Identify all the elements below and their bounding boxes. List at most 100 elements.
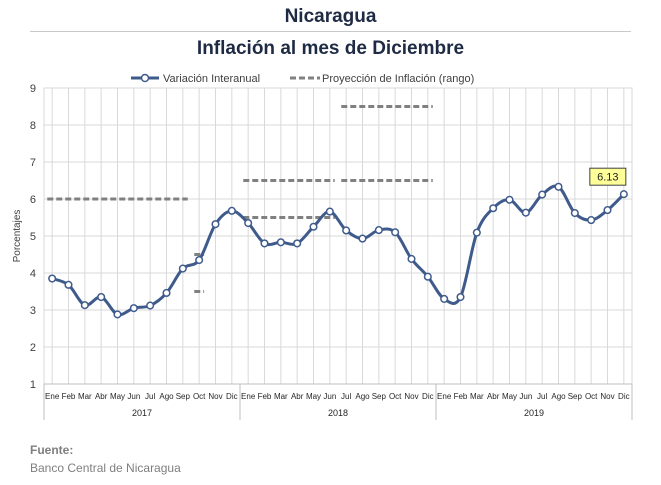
chart-legend: Variación Interanual Proyección de Infla…	[131, 73, 474, 85]
data-point	[80, 301, 89, 310]
x-tick-label: Ago	[551, 392, 566, 401]
x-tick-label: Mar	[470, 392, 484, 401]
data-point	[489, 204, 498, 213]
data-point	[538, 190, 547, 199]
x-year-label: 2018	[328, 408, 348, 418]
legend-series-marker	[140, 73, 150, 83]
x-year-label: 2017	[132, 408, 152, 418]
data-point	[570, 209, 579, 218]
y-axis-label: Porcentajes	[12, 210, 23, 263]
x-tick-label: Nov	[600, 392, 614, 401]
x-tick-label: Feb	[258, 392, 272, 401]
y-tick-label: 9	[30, 83, 36, 95]
x-tick-label: Oct	[585, 392, 598, 401]
x-tick-label: Oct	[389, 392, 402, 401]
data-point	[227, 206, 236, 215]
data-point	[472, 228, 481, 237]
y-tick-label: 6	[30, 194, 36, 206]
y-tick-label: 1	[30, 379, 36, 391]
data-point	[325, 207, 334, 216]
data-point	[619, 190, 628, 199]
value-callout: 6.13	[589, 167, 627, 186]
data-point	[587, 216, 596, 225]
data-point	[603, 206, 612, 215]
x-tick-label: Jun	[127, 392, 140, 401]
series-line-path	[51, 184, 625, 317]
x-tick-label: Nov	[404, 392, 418, 401]
source-value: Banco Central de Nicaragua	[30, 461, 181, 475]
data-point	[391, 228, 400, 237]
data-point	[48, 274, 57, 283]
legend-projection-label: Proyección de Inflación (rango)	[322, 73, 474, 85]
x-tick-label: Abr	[487, 392, 500, 401]
x-tick-label: Jul	[341, 392, 351, 401]
y-tick-label: 2	[30, 342, 36, 354]
inflation-line-chart: Variación Interanual Proyección de Infla…	[12, 73, 633, 420]
x-tick-label: Mar	[274, 392, 288, 401]
data-point	[211, 220, 220, 229]
x-tick-label: Jul	[145, 392, 155, 401]
source-label: Fuente:	[30, 443, 74, 457]
data-point	[456, 293, 465, 302]
x-tick-label: Ene	[437, 392, 452, 401]
x-tick-label: Ago	[355, 392, 370, 401]
data-point	[423, 272, 432, 281]
x-tick-label: May	[306, 392, 321, 401]
chart-title: Nicaragua	[284, 6, 377, 27]
data-point	[554, 182, 563, 191]
data-point	[146, 301, 155, 310]
data-point	[521, 208, 530, 217]
data-point	[195, 256, 204, 265]
x-tick-label: Mar	[78, 392, 92, 401]
data-point	[407, 254, 416, 263]
x-tick-label: Sep	[568, 392, 583, 401]
x-tick-label: Feb	[62, 392, 76, 401]
projection-lines	[47, 105, 433, 293]
x-tick-label: Jun	[323, 392, 336, 401]
legend-series-label: Variación Interanual	[163, 73, 260, 85]
x-tick-label: Jul	[537, 392, 547, 401]
x-tick-label: May	[110, 392, 125, 401]
x-tick-label: Jun	[519, 392, 532, 401]
x-tick-label: Sep	[372, 392, 387, 401]
x-tick-label: Feb	[454, 392, 468, 401]
data-point	[113, 310, 122, 319]
y-tick-label: 5	[30, 231, 36, 243]
chart-subtitle: Inflación al mes de Diciembre	[196, 38, 465, 59]
y-tick-label: 7	[30, 157, 36, 169]
y-tick-label: 3	[30, 305, 36, 317]
x-tick-label: Dic	[618, 392, 630, 401]
callout-box	[589, 167, 627, 186]
y-tick-label: 4	[30, 268, 36, 280]
x-tick-label: May	[502, 392, 517, 401]
x-tick-label: Abr	[291, 392, 304, 401]
x-year-label: 2019	[524, 408, 544, 418]
x-tick-label: Sep	[176, 392, 191, 401]
data-point	[97, 293, 106, 302]
data-point	[244, 219, 253, 228]
data-point	[293, 239, 302, 248]
y-tick-label: 8	[30, 120, 36, 132]
data-point	[358, 234, 367, 243]
data-point	[260, 239, 269, 248]
series-line	[48, 182, 628, 319]
data-point	[342, 226, 351, 235]
data-point	[129, 304, 138, 313]
x-tick-label: Abr	[95, 392, 108, 401]
x-tick-label: Ene	[45, 392, 60, 401]
x-tick-label: Oct	[193, 392, 206, 401]
data-point	[309, 222, 318, 231]
callout-value-label: 6.13	[597, 172, 618, 184]
data-point	[505, 195, 514, 204]
x-tick-label: Dic	[226, 392, 238, 401]
title-divider	[30, 31, 631, 32]
grid	[43, 87, 633, 385]
data-point	[162, 288, 171, 298]
data-point	[374, 226, 383, 235]
x-tick-label: Ago	[159, 392, 174, 401]
data-point	[178, 264, 187, 273]
data-point	[440, 294, 449, 303]
x-tick-label: Nov	[208, 392, 222, 401]
data-point	[64, 280, 73, 289]
